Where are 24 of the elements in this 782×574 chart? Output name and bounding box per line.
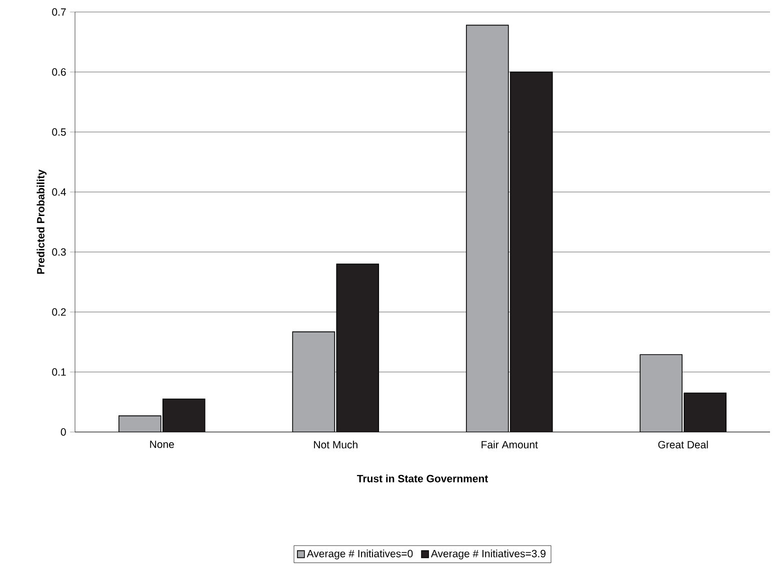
bar [640,354,683,432]
y-tick-label: 0.1 [52,368,66,376]
x-tick-label: Great Deal [658,440,708,448]
x-axis-title: Trust in State Government [356,474,488,482]
bar [162,398,206,432]
y-tick-label: 0.4 [52,188,66,196]
legend-label: Average # Initiatives=3.9 [430,550,546,560]
bar [292,331,336,432]
legend-label: Average # Initiatives=0 [306,550,413,560]
bar [118,415,162,432]
bar [336,264,380,432]
bar [510,72,553,432]
y-axis-title: Predicted Probability [36,170,47,274]
bar [466,24,509,432]
y-tick-label: 0.2 [52,308,66,316]
y-tick-label: 0.6 [52,68,66,76]
y-tick-label: 0 [60,428,66,436]
y-tick-label: 0.7 [52,8,66,16]
y-tick-label: 0.3 [52,248,66,256]
x-tick-label: None [150,440,174,448]
y-tick-label: 0.5 [52,128,66,136]
x-tick-label: Not Much [314,440,358,448]
x-tick-label: Fair Amount [482,440,538,448]
bar [684,392,727,432]
